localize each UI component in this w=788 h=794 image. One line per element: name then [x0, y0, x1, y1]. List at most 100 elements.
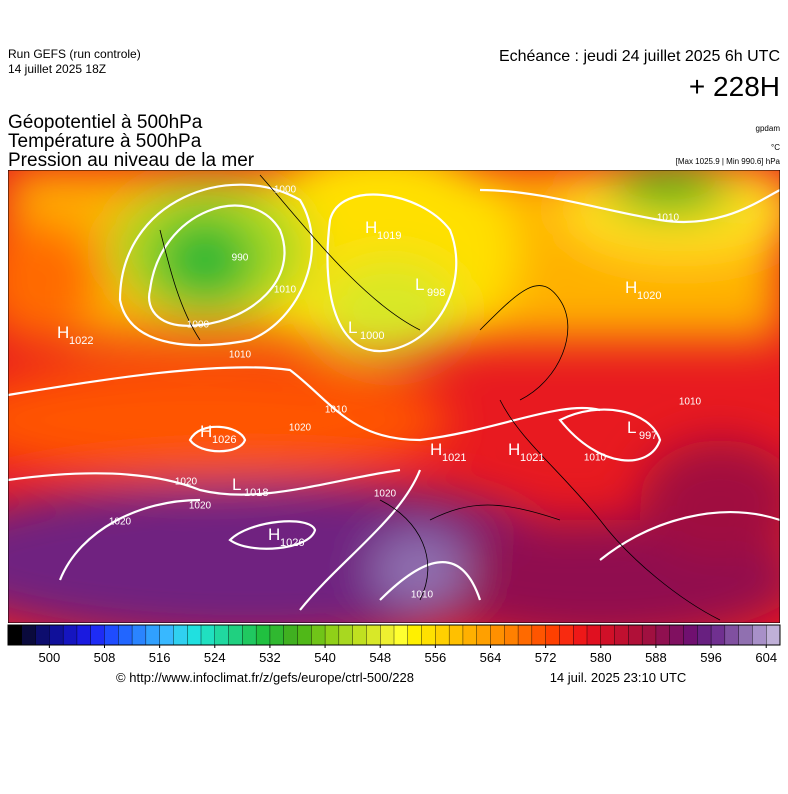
color-swatch — [614, 624, 629, 646]
color-swatch — [338, 624, 354, 646]
color-swatch — [641, 624, 657, 646]
color-swatch — [752, 624, 767, 646]
color-swatch — [683, 624, 698, 646]
contour-label: 1020 — [175, 477, 198, 488]
color-swatch — [573, 624, 588, 646]
color-swatch — [76, 624, 92, 646]
contour-label: 1020 — [109, 517, 132, 528]
colorbar-tick-label: 580 — [590, 650, 612, 665]
timestamp: 14 juil. 2025 23:10 UTC — [550, 670, 687, 685]
color-swatch — [104, 624, 119, 646]
color-swatch — [738, 624, 753, 646]
contour-label: 1000 — [274, 185, 297, 196]
color-swatch — [710, 624, 726, 646]
center-value: 1019 — [377, 230, 401, 242]
unit: °C — [771, 143, 780, 152]
color-swatch — [366, 624, 381, 646]
contour-label: 1010 — [679, 397, 702, 408]
colorbar-tick-label: 548 — [369, 650, 391, 665]
color-swatch — [200, 624, 216, 646]
valid-time: Echéance : jeudi 24 juillet 2025 6h UTC — [499, 48, 780, 65]
colorbar-tick-label: 588 — [645, 650, 667, 665]
center-letter: H — [268, 525, 280, 544]
color-swatch — [90, 624, 106, 646]
contour-label: 1010 — [411, 590, 434, 601]
contour-label: 1010 — [274, 285, 297, 296]
center-letter: L — [415, 275, 424, 294]
color-swatch — [407, 624, 423, 646]
center-letter: H — [365, 218, 377, 237]
field: Température à 500hPa — [8, 131, 202, 152]
color-swatch — [490, 624, 505, 646]
center-value: 1026 — [212, 434, 236, 446]
color-swatch — [531, 624, 547, 646]
color-swatch — [393, 624, 409, 646]
colorbar-tick-label: 532 — [259, 650, 281, 665]
color-swatch — [131, 624, 147, 646]
center-value: 1020 — [637, 290, 661, 302]
color-swatch — [297, 624, 312, 646]
color-swatch — [504, 624, 519, 646]
colorbar-frame — [7, 624, 781, 646]
color-swatch — [435, 624, 450, 646]
color-swatch — [559, 624, 574, 646]
colorbar-tick-label: 572 — [535, 650, 557, 665]
color-swatch — [448, 624, 464, 646]
run: Run GEFS (run controle) — [8, 47, 141, 61]
colorbar-tick-label: 564 — [480, 650, 502, 665]
color-swatch — [118, 624, 133, 646]
color-swatch — [586, 624, 602, 646]
contour-label: 1020 — [189, 501, 212, 512]
center-value: 997 — [639, 430, 657, 442]
colorbar-tick-label: 596 — [700, 650, 722, 665]
color-swatch — [628, 624, 643, 646]
color-swatch — [21, 624, 37, 646]
color-swatch — [62, 624, 78, 646]
center-value: 1021 — [520, 452, 544, 464]
color-swatch — [324, 624, 340, 646]
colorbar-tick-label: 500 — [39, 650, 61, 665]
color-swatch — [49, 624, 64, 646]
source: © http://www.infoclimat.fr/z/gefs/europe… — [116, 670, 414, 685]
center-letter: L — [348, 318, 357, 337]
color-swatch — [545, 624, 560, 646]
color-swatch — [476, 624, 492, 646]
color-swatch — [724, 624, 740, 646]
contour-label: 1010 — [229, 350, 252, 361]
center-letter: H — [430, 440, 442, 459]
color-swatch — [600, 624, 616, 646]
color-swatch — [214, 624, 230, 646]
contour-label: 1000 — [187, 320, 210, 331]
color-swatch — [159, 624, 174, 646]
unit: gpdam — [756, 124, 781, 133]
color-swatch — [655, 624, 671, 646]
color-swatch — [255, 624, 271, 646]
colorbar-tick-label: 524 — [204, 650, 226, 665]
colorbar-tick-label: 556 — [425, 650, 447, 665]
center-value: 1021 — [442, 452, 466, 464]
color-swatch — [228, 624, 243, 646]
color-swatch — [283, 624, 299, 646]
color-swatch — [352, 624, 367, 646]
field: Pression au niveau de la mer — [8, 150, 255, 171]
color-swatch — [7, 624, 23, 646]
color-swatch — [311, 624, 326, 646]
center-letter: L — [627, 418, 636, 437]
color-swatch — [380, 624, 395, 646]
unit: [Max 1025.9 | Min 990.6] hPa — [676, 157, 781, 166]
center-letter: H — [200, 422, 212, 441]
color-swatch — [766, 624, 781, 646]
center-letter: H — [625, 278, 637, 297]
center-letter: L — [232, 475, 241, 494]
contour-label: 1020 — [289, 423, 312, 434]
center-value: 1022 — [69, 335, 93, 347]
field: Géopotentiel à 500hPa — [8, 112, 203, 133]
color-swatch — [517, 624, 533, 646]
map — [8, 170, 780, 623]
colorbar-tick-label: 516 — [149, 650, 171, 665]
color-swatch — [187, 624, 202, 646]
color-swatch — [669, 624, 685, 646]
contour-label: 1010 — [657, 213, 680, 224]
center-letter: H — [57, 323, 69, 342]
